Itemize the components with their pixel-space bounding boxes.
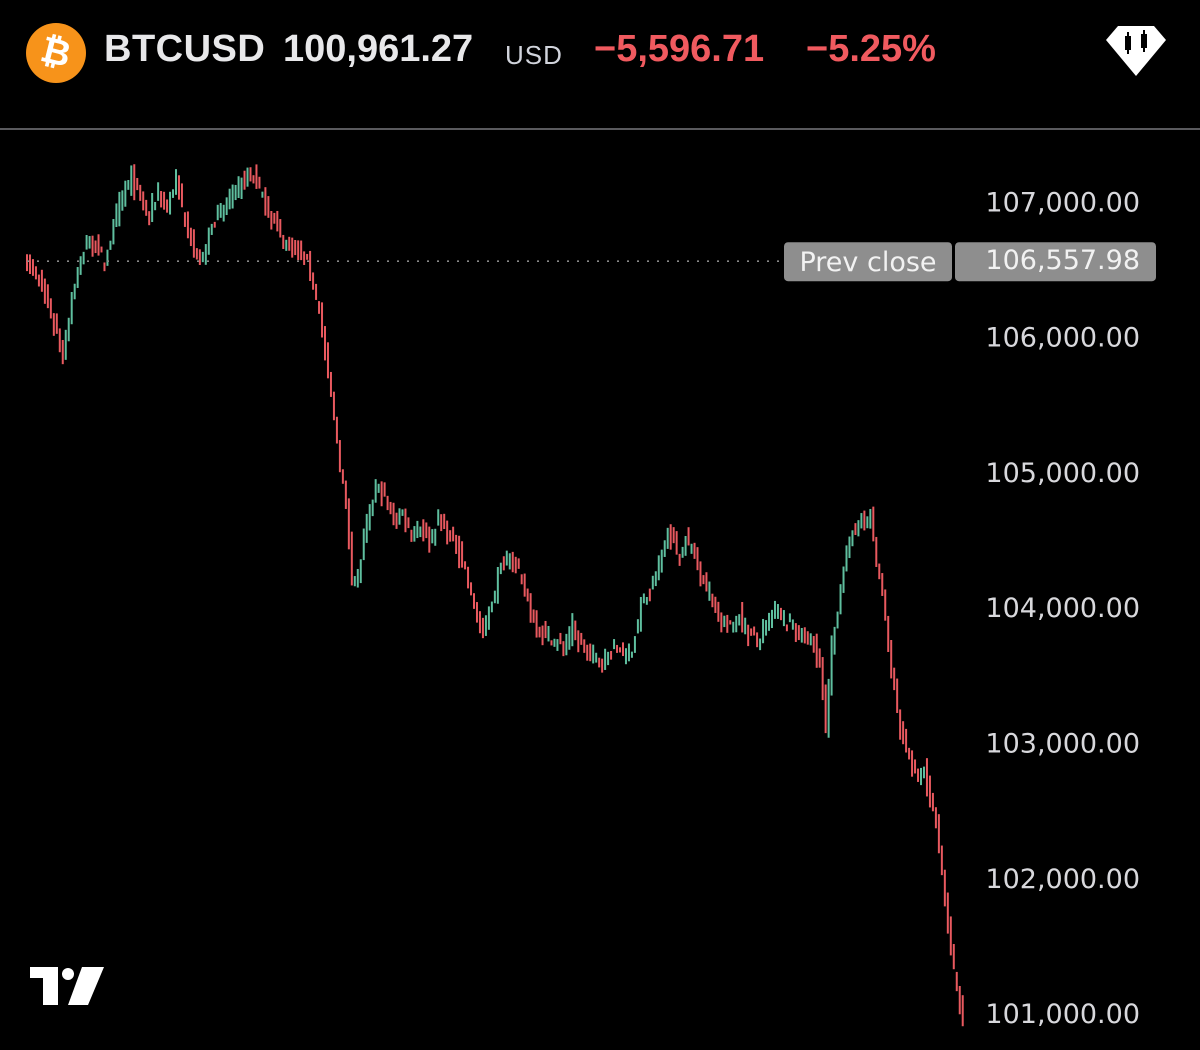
price-currency: USD (505, 40, 563, 70)
y-tick-label: 103,000.00 (985, 729, 1140, 760)
tradingview-logo[interactable] (30, 967, 104, 1005)
y-tick-label: 105,000.00 (985, 458, 1140, 489)
price-axis: 107,000.00 106,000.00 105,000.00 104,000.00… (985, 187, 1140, 1030)
prev-close-tag: Prev close 106,557.98 (784, 242, 1156, 282)
symbol-header: ₿ BTCUSD 100,961.27 USD −5,596.71 −5.25% (0, 0, 1200, 128)
prev-close-value-box (955, 242, 1156, 282)
price-change-percent: −5.25% (806, 28, 936, 70)
y-tick-label: 102,000.00 (985, 864, 1140, 895)
price-change: −5,596.71 (594, 28, 765, 70)
y-tick-label: 104,000.00 (985, 593, 1140, 624)
prev-close-value: 106,557.98 (985, 245, 1140, 276)
y-tick-label: 101,000.00 (985, 999, 1140, 1030)
y-tick-label: 107,000.00 (985, 187, 1140, 218)
header-divider (0, 128, 1200, 130)
bitcoin-icon: ₿ (26, 23, 86, 83)
symbol-name[interactable]: BTCUSD (104, 28, 266, 70)
ohlc-bars (26, 164, 964, 1027)
prev-close-label-box (784, 242, 952, 282)
prev-close-label: Prev close (799, 247, 936, 278)
y-tick-label: 106,000.00 (985, 323, 1140, 354)
last-price: 100,961.27 (283, 28, 474, 70)
candlestick-icon[interactable] (1104, 22, 1168, 78)
